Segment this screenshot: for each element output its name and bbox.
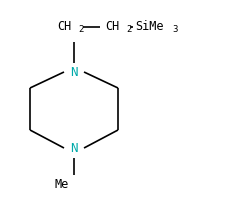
Text: 2: 2 bbox=[126, 25, 131, 35]
Text: Me: Me bbox=[55, 178, 69, 191]
Text: SiMe: SiMe bbox=[135, 21, 164, 34]
Text: CH: CH bbox=[105, 21, 119, 34]
Text: N: N bbox=[70, 141, 78, 154]
Text: 2: 2 bbox=[78, 25, 83, 35]
Text: N: N bbox=[70, 65, 78, 78]
Text: 3: 3 bbox=[172, 25, 177, 35]
Text: CH: CH bbox=[57, 21, 71, 34]
